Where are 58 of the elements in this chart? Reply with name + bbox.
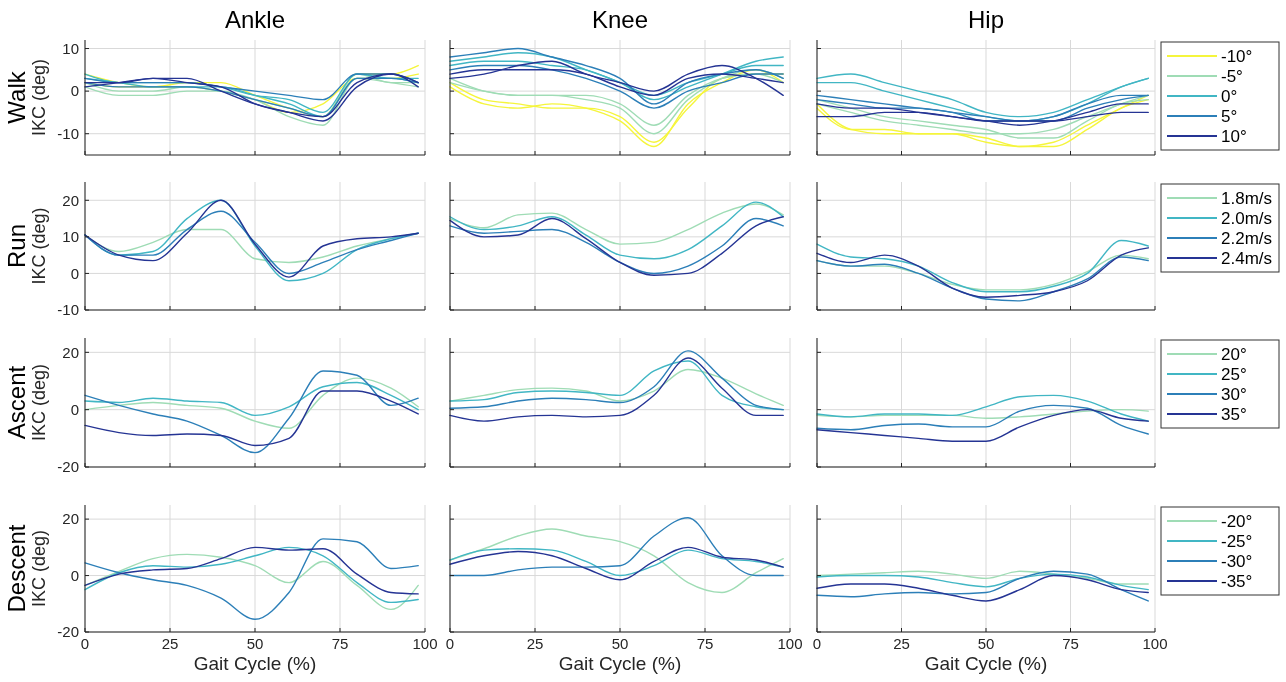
legend-label: 1.8m/s	[1221, 188, 1273, 208]
legend-label: -25°	[1221, 531, 1253, 551]
legend-label: -20°	[1221, 511, 1253, 531]
legend-label: 20°	[1221, 344, 1247, 364]
x-tick-label: 0	[812, 635, 822, 652]
chart-title: Ankle	[224, 6, 286, 33]
y-axis-title: IKC (deg)	[29, 363, 49, 442]
legend-label: 5°	[1221, 106, 1238, 126]
y-tick-label: 20	[62, 343, 79, 361]
y-axis-title: IKC (deg)	[29, 529, 49, 608]
legend-label: 2.2m/s	[1221, 228, 1273, 248]
y-tick-label: 0	[70, 264, 79, 282]
y-tick-label: 0	[70, 400, 79, 418]
x-tick-label: 100	[1142, 635, 1168, 652]
x-tick-label: 75	[696, 635, 714, 652]
legend-label: 2.4m/s	[1221, 248, 1273, 268]
legend-label: 25°	[1221, 364, 1247, 384]
legend-label: -5°	[1221, 66, 1243, 86]
y-axis-title: IKC (deg)	[29, 58, 49, 137]
x-tick-label: 75	[331, 635, 349, 652]
x-tick-label: 25	[893, 635, 910, 652]
x-axis-title: Gait Cycle (%)	[558, 653, 682, 674]
legend-label: -10°	[1221, 46, 1253, 66]
text: Run	[3, 223, 30, 269]
y-tick-label: 10	[62, 39, 79, 57]
y-tick-label: -20	[57, 458, 79, 476]
y-tick-label: -10	[57, 301, 79, 319]
text: Ascent	[3, 365, 30, 440]
x-tick-label: 50	[611, 635, 629, 652]
legend-label: 30°	[1221, 384, 1247, 404]
x-axis-title: Gait Cycle (%)	[924, 653, 1048, 674]
y-tick-label: -20	[57, 623, 79, 641]
legend-label: 0°	[1221, 86, 1238, 106]
x-tick-label: 100	[412, 635, 438, 652]
y-tick-label: 10	[62, 228, 79, 246]
legend-label: -35°	[1221, 571, 1253, 591]
x-tick-label: 50	[977, 635, 995, 652]
x-tick-label: 25	[526, 635, 544, 652]
x-tick-label: 25	[161, 635, 179, 652]
y-axis-title: IKC (deg)	[29, 207, 49, 285]
legend-label: -30°	[1221, 551, 1253, 571]
y-tick-label: 20	[62, 191, 79, 209]
y-tick-label: 20	[62, 510, 79, 528]
x-axis-title: Gait Cycle (%)	[193, 653, 317, 674]
y-tick-label: -10	[57, 124, 79, 142]
legend-label: 35°	[1221, 404, 1247, 424]
text: Descent	[3, 524, 30, 613]
text: Walk	[3, 70, 30, 124]
x-tick-label: 100	[777, 635, 803, 652]
legend-label: 10°	[1221, 126, 1247, 146]
y-tick-label: 0	[70, 566, 79, 584]
x-tick-label: 0	[445, 635, 455, 652]
y-tick-label: 0	[70, 82, 79, 100]
chart-title: Hip	[967, 6, 1005, 33]
chart-title: Knee	[591, 6, 649, 33]
legend-label: 2.0m/s	[1221, 208, 1273, 228]
x-tick-label: 50	[246, 635, 264, 652]
x-tick-label: 75	[1062, 635, 1079, 652]
